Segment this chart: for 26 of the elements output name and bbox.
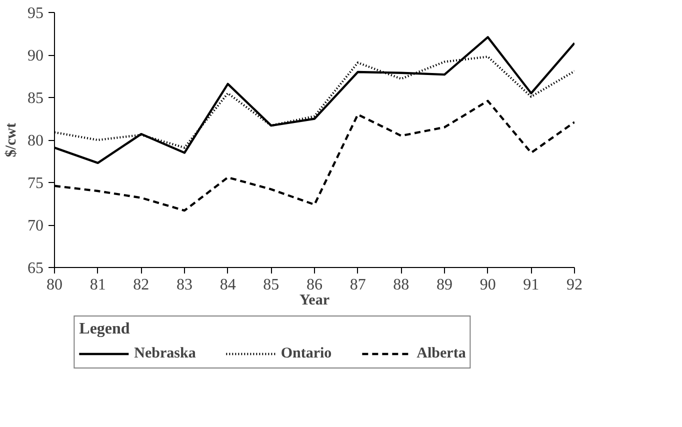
x-tick-label: 91 bbox=[523, 276, 540, 294]
y-tick-label: 85 bbox=[28, 90, 44, 107]
legend-title: Legend bbox=[79, 320, 131, 338]
y-tick-label: 80 bbox=[28, 132, 44, 150]
y-tick-label: 65 bbox=[28, 260, 44, 277]
legend-label: Nebraska bbox=[134, 345, 196, 362]
x-tick-label: 81 bbox=[90, 276, 106, 294]
x-tick-label: 83 bbox=[176, 276, 192, 294]
legend-label: Alberta bbox=[416, 345, 466, 362]
x-tick-label: 80 bbox=[46, 276, 62, 294]
x-tick-label: 92 bbox=[566, 276, 582, 294]
x-axis-title: Year bbox=[300, 292, 330, 308]
y-tick-label: 70 bbox=[28, 218, 44, 234]
x-tick-label: 82 bbox=[133, 276, 150, 294]
x-tick-label: 88 bbox=[393, 276, 410, 294]
x-tick-label: 90 bbox=[480, 276, 496, 294]
x-tick-label: 89 bbox=[436, 276, 452, 294]
y-tick-label: 75 bbox=[28, 175, 44, 192]
x-tick-label: 84 bbox=[220, 276, 236, 294]
x-tick-label: 86 bbox=[306, 276, 322, 294]
y-tick-label: 95 bbox=[28, 5, 44, 22]
y-axis-title: $/cwt bbox=[4, 122, 20, 158]
legend-label: Ontario bbox=[280, 345, 332, 362]
x-tick-label: 87 bbox=[350, 276, 366, 294]
x-tick-label: 85 bbox=[263, 276, 280, 294]
y-tick-label: 90 bbox=[28, 48, 44, 64]
